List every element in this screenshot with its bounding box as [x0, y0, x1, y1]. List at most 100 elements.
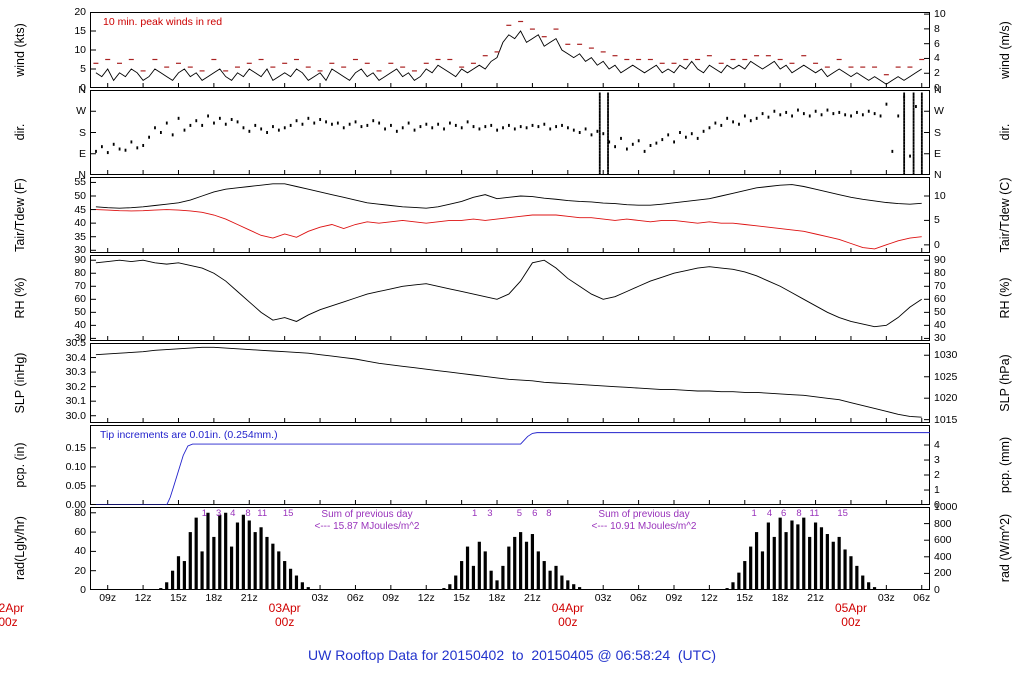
dir-left-tick-label: N [78, 84, 86, 96]
x-tick-label: 03z [594, 592, 612, 604]
dir-plot [90, 90, 930, 175]
rh-left-tick-label: 30 [74, 332, 86, 345]
rad-right-tick-label: 600 [934, 534, 952, 547]
rh-left-tick-label: 60 [74, 293, 86, 306]
rh-right-tick-label: 30 [934, 332, 946, 345]
rh-left-axis-label: RH (%) [13, 277, 27, 319]
rad-hour-mark: 5 [516, 508, 523, 519]
chart-title: UW Rooftop Data for 20150402 to 20150405… [307, 647, 716, 663]
dir-right-tick-label: N [934, 169, 942, 181]
x-tick-label: 06z [346, 592, 364, 604]
day2-sum-label: Sum of previous day [598, 509, 690, 520]
slp-left-tick-label: 30.5 [65, 337, 86, 349]
dir-right-tick-label: N [934, 84, 942, 96]
day1-sum-label: Sum of previous day [321, 509, 413, 520]
x-tick-label: 03z [311, 592, 329, 604]
x-tick-label: 09z [382, 592, 400, 604]
pcp-right-tick-label: 2 [934, 469, 940, 481]
x-tick-label: 09z [99, 592, 117, 604]
slp-right-tick-label: 1020 [934, 392, 958, 405]
wind-right-tick-label: 4 [934, 52, 940, 65]
day1-sum-value: <--- 15.87 MJoules/m^2 [314, 521, 420, 532]
temp-right-axis-label: Tair/Tdew (C) [998, 177, 1012, 253]
dir-right-axis-label: dir. [998, 123, 1012, 141]
rad-left-tick-label: 20 [74, 564, 86, 577]
pcp-left-tick-label: 0.10 [65, 460, 86, 473]
x-tick-label: 21z [523, 592, 541, 604]
day-label-time: 00z [274, 615, 295, 629]
rh-left-tick-label: 40 [74, 319, 86, 332]
rh-left-tick-label: 70 [74, 280, 86, 293]
rad-hour-mark: 6 [781, 508, 787, 519]
rh-left-tick-label: 50 [74, 306, 86, 319]
rad-right-tick-label: 400 [934, 550, 952, 563]
rad-hour-mark: 6 [532, 508, 538, 519]
x-tick-label: 12z [134, 592, 152, 604]
dir-left-tick-label: W [76, 105, 86, 118]
slp-left-tick-label: 30.3 [65, 366, 86, 379]
temp-left-tick-label: 50 [74, 190, 86, 202]
x-tick-label: 21z [807, 592, 825, 604]
rad-hour-mark: 1 [751, 508, 757, 519]
day-label: 03Apr [268, 601, 301, 615]
panel-temp [90, 177, 930, 253]
x-tick-label: 21z [240, 592, 258, 604]
x-tick-label: 18z [488, 592, 506, 604]
x-tick-label: 18z [205, 592, 223, 604]
pcp-left-axis-label: pcp. (in) [13, 442, 27, 488]
rh-right-tick-label: 80 [934, 267, 946, 280]
wind-right-axis-label: wind (m/s) [998, 21, 1012, 79]
x-tick-label: 12z [417, 592, 435, 604]
wind-left-tick-label: 20 [74, 6, 86, 18]
pcp-left-tick-label: 0.00 [65, 499, 86, 511]
slp-left-tick-label: 30.4 [65, 351, 86, 364]
rad-hour-mark: 1 [471, 508, 478, 519]
rad-hour-mark: 4 [766, 508, 773, 519]
slp-left-tick-label: 30.2 [65, 380, 86, 393]
rh-right-tick-label: 70 [934, 280, 946, 293]
day-label: 05Apr [834, 601, 867, 615]
temp-plot [90, 177, 930, 253]
rad-left-tick-label: 0 [80, 584, 86, 596]
day-label: 02Apr [0, 601, 25, 615]
rad-hour-mark: 8 [796, 508, 802, 519]
rad-plot [90, 507, 930, 590]
slp-right-tick-label: 1030 [934, 349, 958, 362]
rh-right-tick-label: 40 [934, 319, 946, 332]
wind-plot [90, 12, 930, 88]
rad-left-tick-label: 60 [74, 526, 86, 539]
temp-right-tick-label: 10 [934, 190, 946, 202]
rad-right-tick-label: 800 [934, 517, 952, 530]
x-tick-label: 03z [877, 592, 895, 604]
slp-plot [90, 343, 930, 423]
rad-right-tick-label: 0 [934, 584, 940, 596]
rh-left-tick-label: 90 [74, 254, 86, 267]
rad-left-tick-label: 40 [74, 545, 86, 558]
wind-left-tick-label: 0 [80, 82, 86, 94]
pcp-right-tick-label: 4 [934, 439, 940, 451]
pcp-right-tick-label: 0 [934, 499, 940, 511]
rh-right-axis-label: RH (%) [998, 277, 1012, 319]
x-tick-label: 15z [736, 592, 754, 604]
rh-left-tick-label: 80 [74, 267, 86, 280]
temp-right-tick-label: 5 [934, 214, 940, 227]
pcp-left-tick-label: 0.05 [65, 479, 86, 492]
panel-pcp [90, 425, 930, 505]
rh-plot [90, 255, 930, 341]
temp-right-tick-label: 0 [934, 238, 940, 251]
panel-rad [90, 507, 930, 590]
dir-right-tick-label: S [934, 126, 942, 139]
rh-right-tick-label: 60 [934, 293, 946, 306]
dir-left-tick-label: N [78, 169, 86, 181]
day-label-time: 00z [558, 615, 578, 629]
wind-left-tick-label: 10 [74, 44, 86, 56]
wind-right-tick-label: 2 [934, 67, 940, 80]
rh-right-tick-label: 50 [934, 306, 946, 319]
dir-right-tick-label: W [934, 105, 944, 118]
rad-right-tick-label: 1000 [934, 501, 958, 513]
slp-left-tick-label: 30.0 [65, 409, 86, 422]
rad-left-axis-label: rad(Lgly/hr) [13, 516, 27, 580]
rad-hour-mark: 8 [546, 508, 552, 519]
rad-right-axis-label: rad (W/m^2) [998, 513, 1012, 583]
x-tick-label: 06z [630, 592, 648, 604]
